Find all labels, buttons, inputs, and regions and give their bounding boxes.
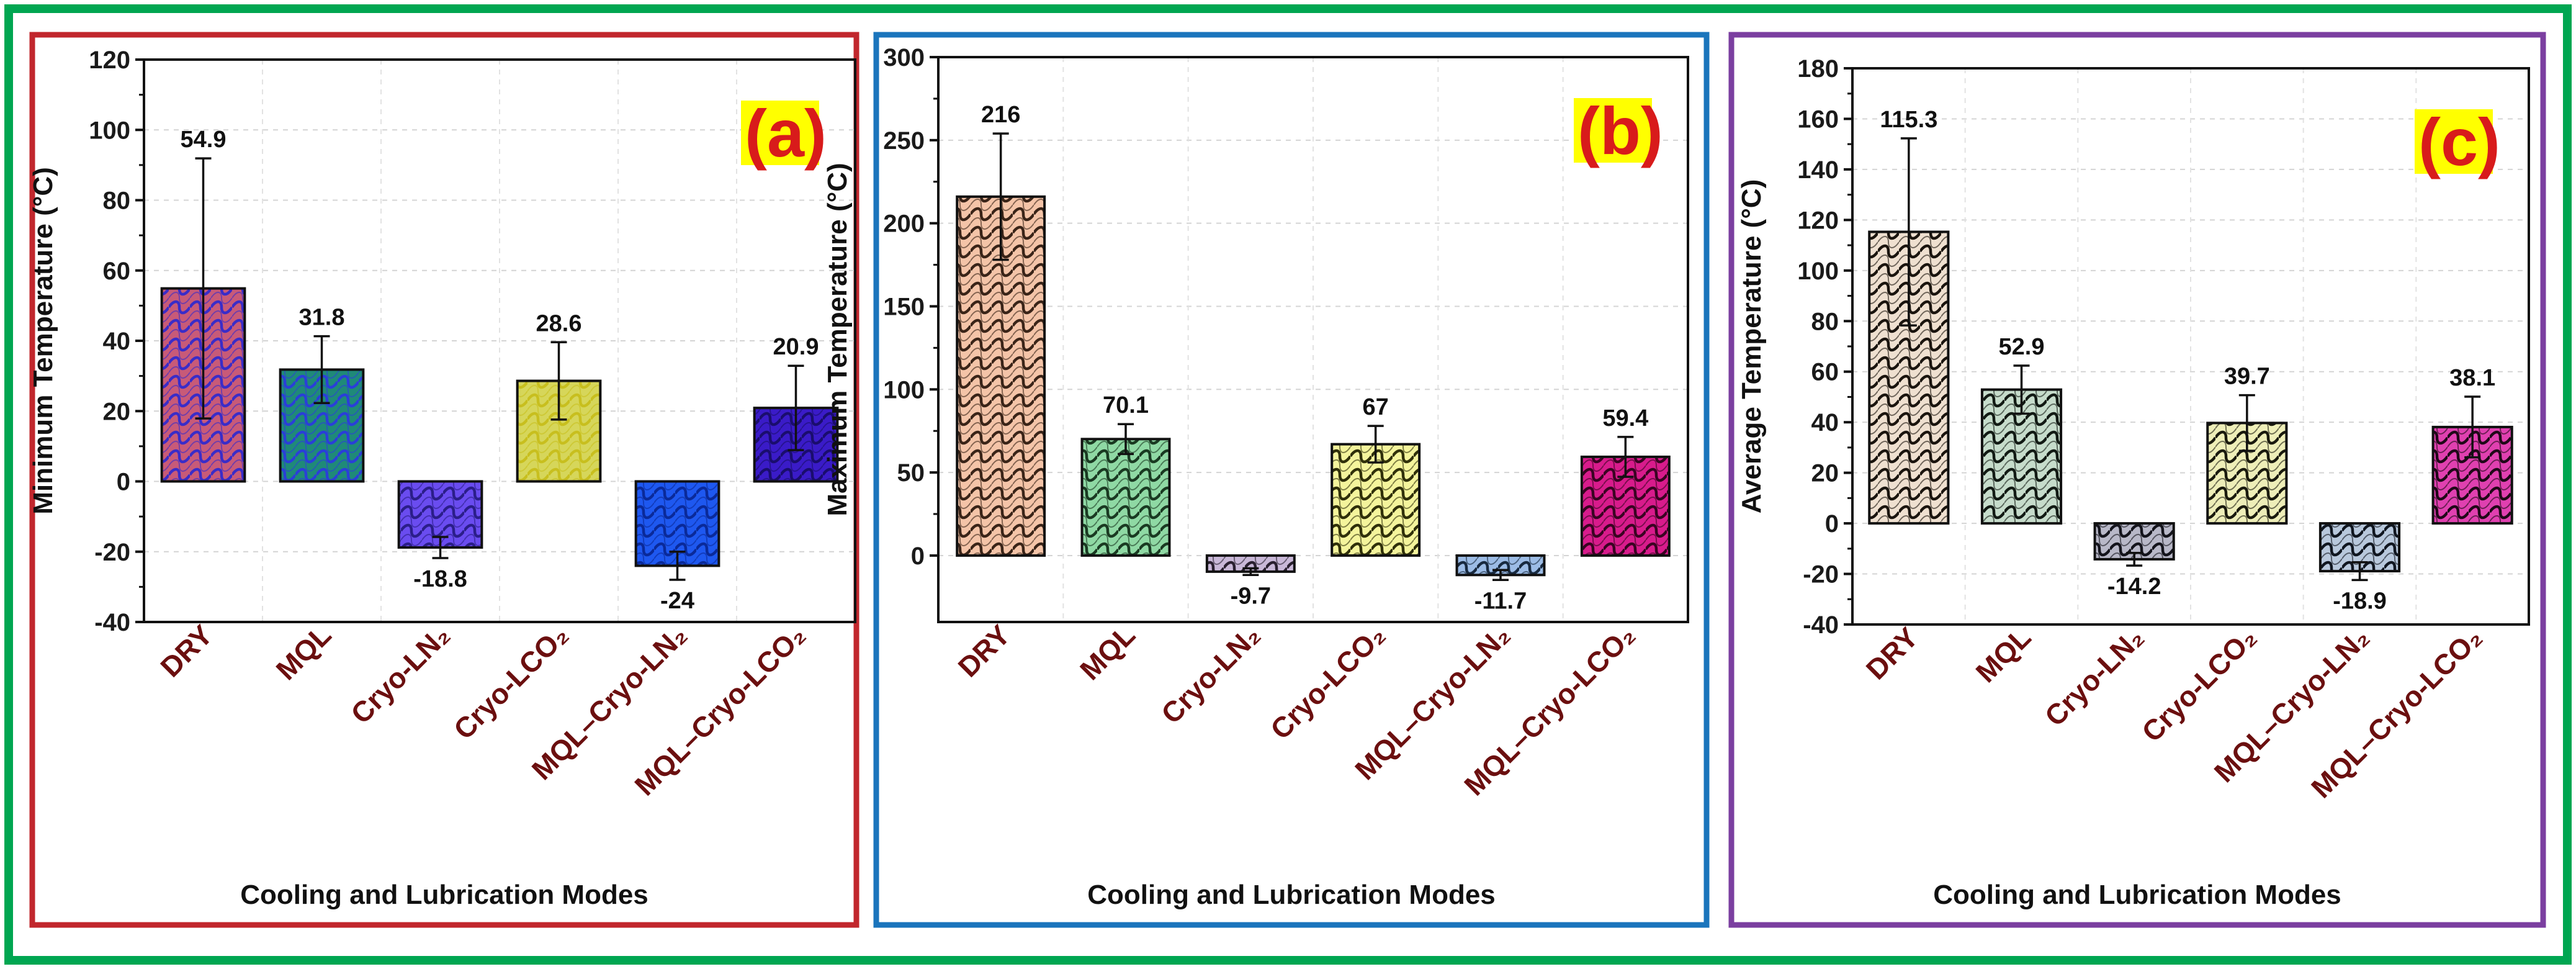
value-label: -18.8 bbox=[413, 566, 467, 592]
y-tick-label: 40 bbox=[1811, 409, 1839, 436]
y-tick-label: 300 bbox=[883, 44, 925, 71]
y-tick-label: 250 bbox=[883, 127, 925, 155]
y-tick-label: -40 bbox=[94, 609, 130, 636]
category-label: Cryo-LN₂ bbox=[1155, 618, 1267, 730]
y-tick-label: -20 bbox=[94, 539, 130, 566]
value-label: 216 bbox=[981, 102, 1020, 128]
y-tick-label: 0 bbox=[1825, 510, 1839, 538]
value-label: 70.1 bbox=[1103, 392, 1149, 418]
y-tick-label: 80 bbox=[1811, 308, 1839, 335]
plot-frame bbox=[937, 56, 1689, 623]
value-label: -18.9 bbox=[2333, 588, 2387, 614]
y-tick-label: 120 bbox=[89, 47, 130, 74]
y-tick-label: 60 bbox=[1811, 359, 1839, 386]
bar bbox=[1080, 438, 1171, 557]
panel-c: -40 -20 0 20 40 60 80 100 120 140 160 180 Average Te… bbox=[1728, 32, 2546, 928]
panel-tag-highlight bbox=[741, 101, 819, 165]
value-label: 54.9 bbox=[181, 127, 227, 153]
category-label: Cryo-LCO₂ bbox=[2135, 621, 2263, 748]
x-axis-title: Cooling and Lubrication Modes bbox=[1933, 880, 2341, 910]
y-tick-label: 180 bbox=[1797, 55, 1839, 83]
y-axis-title: Minimum Temperature (°C) bbox=[28, 167, 58, 515]
y-tick-label: 40 bbox=[103, 328, 131, 355]
value-label: 115.3 bbox=[1880, 107, 1937, 133]
outer-border bbox=[4, 4, 2572, 965]
value-label: 20.9 bbox=[773, 334, 819, 360]
x-axis-title: Cooling and Lubrication Modes bbox=[240, 880, 648, 910]
y-tick-label: 100 bbox=[1797, 258, 1839, 285]
panel-tag-highlight bbox=[2415, 109, 2493, 174]
category-label: DRY bbox=[951, 618, 1016, 683]
category-label: Cryo-LN₂ bbox=[2039, 621, 2150, 732]
value-label: 28.6 bbox=[536, 310, 582, 336]
category-label: MQL bbox=[270, 618, 338, 686]
panel-tag: (c) bbox=[2418, 104, 2500, 179]
y-tick-label: 20 bbox=[1811, 460, 1839, 487]
category-label: MQL bbox=[1970, 621, 2037, 688]
y-tick-label: -20 bbox=[1803, 561, 1839, 588]
y-tick-label: 120 bbox=[1797, 207, 1839, 234]
panel-tag: (b) bbox=[1577, 93, 1663, 168]
panel-a: -40 -20 0 20 40 60 80 100 120 Minimum Temperature… bbox=[28, 32, 859, 928]
value-label: -9.7 bbox=[1231, 583, 1271, 609]
y-tick-label: 200 bbox=[883, 210, 925, 238]
y-tick-label: 20 bbox=[103, 398, 131, 425]
value-label: -14.2 bbox=[2107, 574, 2161, 600]
category-label: Cryo-LCO₂ bbox=[447, 618, 575, 746]
y-tick-label: 0 bbox=[117, 469, 130, 496]
panel-border bbox=[29, 32, 859, 928]
y-tick-label: 60 bbox=[103, 258, 131, 285]
x-axis-title: Cooling and Lubrication Modes bbox=[1087, 880, 1496, 910]
y-axis-title: Maximum Temperature (°C) bbox=[822, 163, 853, 516]
y-tick-label: 0 bbox=[911, 543, 925, 570]
value-label: 39.7 bbox=[2224, 364, 2270, 390]
panel-tag: (a) bbox=[745, 96, 827, 171]
value-label: -11.7 bbox=[1474, 588, 1527, 614]
y-axis-title: Average Temperature (°C) bbox=[1736, 179, 1767, 513]
y-tick-label: 100 bbox=[883, 376, 925, 403]
panel-b: 0 50 100 150 200 250 300 Maximum Temperature (°… bbox=[822, 32, 1710, 928]
y-tick-label: 150 bbox=[883, 293, 925, 320]
value-label: 59.4 bbox=[1602, 405, 1648, 431]
category-label: Cryo-LCO₂ bbox=[1264, 618, 1391, 746]
value-label: 52.9 bbox=[1999, 334, 2045, 360]
value-label: 31.8 bbox=[299, 305, 345, 331]
category-label: MQL bbox=[1074, 618, 1141, 686]
y-tick-label: -40 bbox=[1803, 611, 1839, 639]
panel-border bbox=[1728, 32, 2546, 928]
category-label: DRY bbox=[1860, 621, 1924, 685]
value-label: -24 bbox=[660, 588, 694, 614]
category-label: Cryo-LN₂ bbox=[344, 618, 456, 730]
y-tick-label: 140 bbox=[1797, 156, 1839, 184]
panel-border bbox=[873, 32, 1710, 928]
y-tick-label: 100 bbox=[89, 117, 130, 144]
panel-tag-highlight bbox=[1574, 98, 1652, 163]
y-tick-label: 160 bbox=[1797, 106, 1839, 133]
y-tick-label: 80 bbox=[103, 187, 131, 215]
value-label: 67 bbox=[1363, 394, 1389, 420]
category-label: DRY bbox=[154, 618, 218, 683]
y-tick-label: 50 bbox=[897, 459, 925, 487]
value-label: 38.1 bbox=[2449, 365, 2495, 391]
